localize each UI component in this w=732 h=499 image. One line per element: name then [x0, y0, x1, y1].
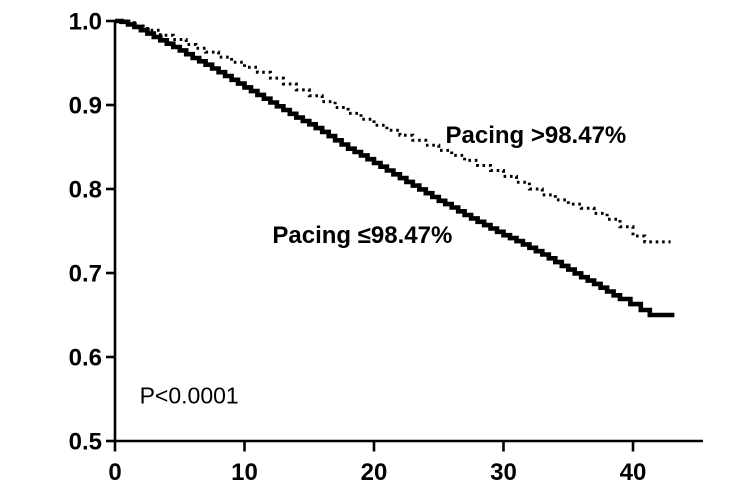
y-tick-label: 0.6: [69, 345, 102, 372]
x-tick-label: 40: [620, 459, 647, 486]
x-tick-label: 20: [361, 459, 388, 486]
y-tick-label: 0.5: [69, 429, 102, 456]
y-tick-label: 1.0: [69, 9, 102, 36]
series-label-pacing-le-98-47: Pacing ≤98.47%: [272, 222, 453, 250]
x-tick-label: 30: [490, 459, 517, 486]
curve-pacing-le-98-47: [115, 18, 675, 318]
p-value-annotation: P<0.0001: [139, 382, 239, 409]
curve-pacing-gt-98-47: [115, 19, 671, 244]
y-tick-label: 0.7: [69, 261, 102, 288]
series-label-pacing-gt-98-47: Pacing >98.47%: [445, 122, 627, 150]
y-tick-label: 0.9: [69, 93, 102, 120]
x-tick-label: 10: [231, 459, 258, 486]
x-tick-label: 0: [108, 459, 121, 486]
y-tick-label: 0.8: [69, 177, 102, 204]
